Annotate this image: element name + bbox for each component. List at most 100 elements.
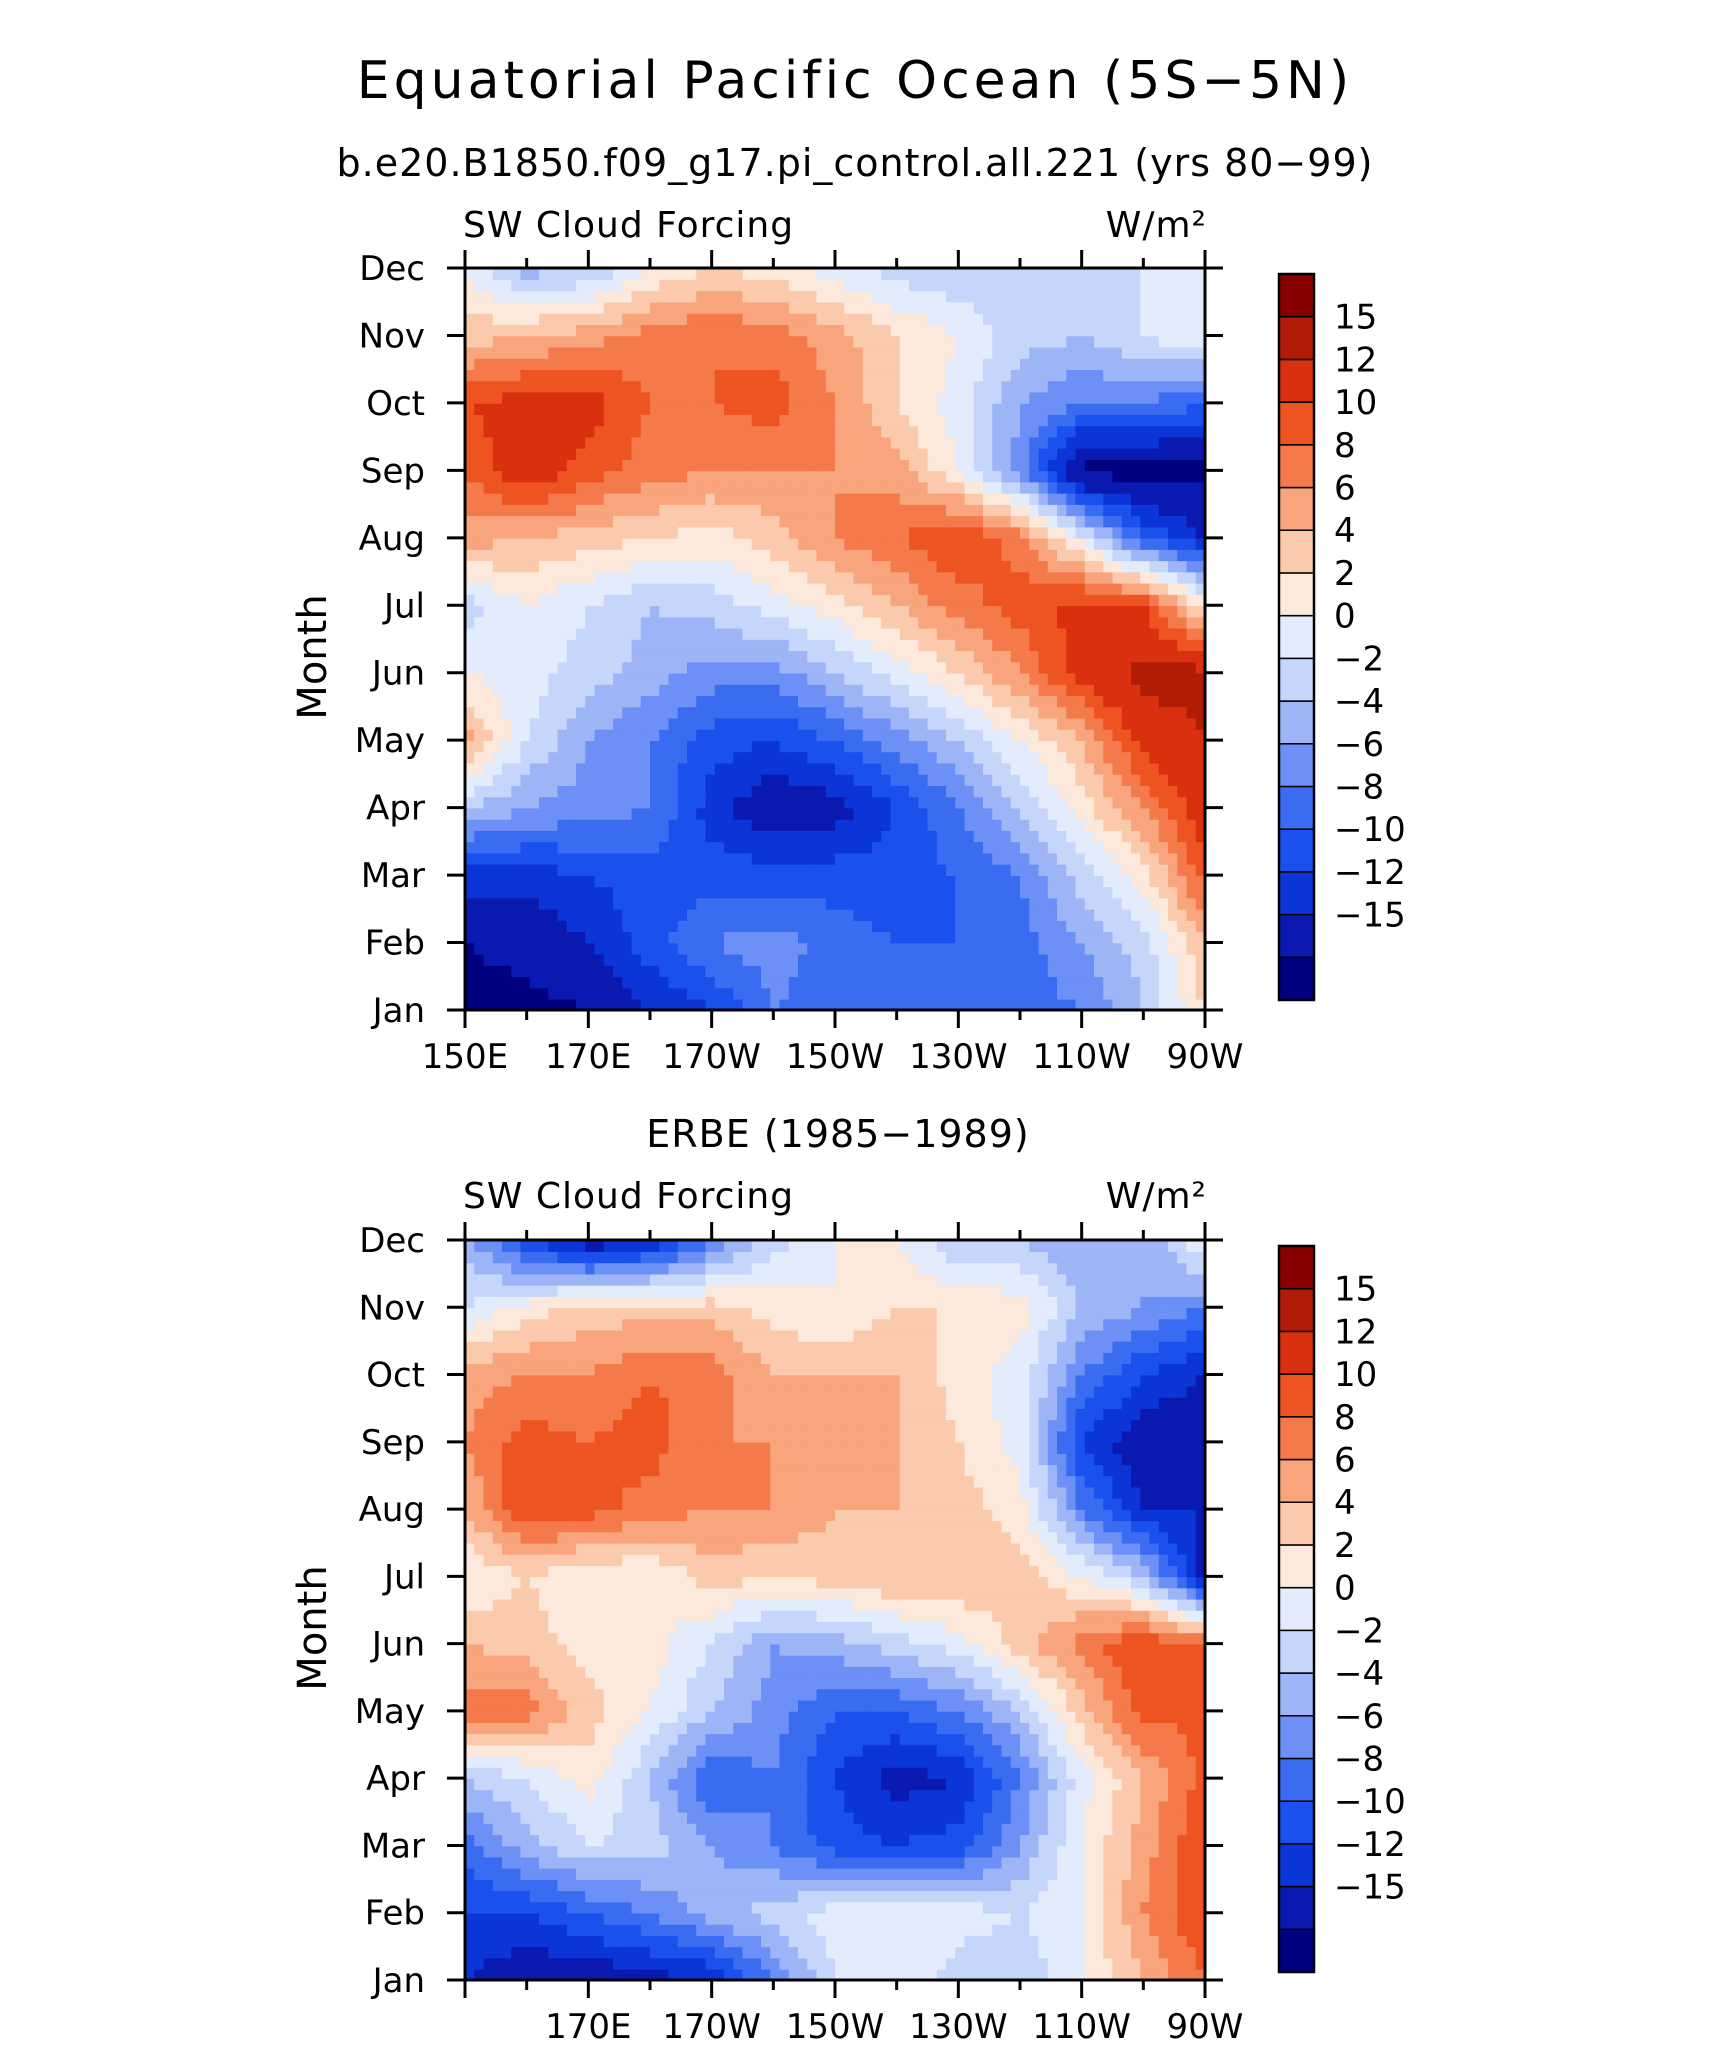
heatmap-cell <box>539 830 550 843</box>
heatmap-cell <box>576 380 587 393</box>
heatmap-cell <box>548 436 559 449</box>
heatmap-cell <box>853 402 864 415</box>
heatmap-cell <box>761 807 772 820</box>
heatmap-cell <box>1084 639 1095 652</box>
heatmap-cell <box>659 953 670 966</box>
heatmap-cell <box>492 414 503 427</box>
heatmap-cell <box>1168 818 1179 831</box>
heatmap-cell <box>585 796 596 809</box>
heatmap-cell <box>483 380 494 393</box>
heatmap-cell <box>1149 920 1160 933</box>
heatmap-cell <box>557 639 568 652</box>
heatmap-cell <box>1195 537 1205 550</box>
heatmap-cell <box>529 526 540 539</box>
heatmap-cell <box>881 436 892 449</box>
heatmap-cell <box>613 863 624 876</box>
heatmap-cell <box>1158 571 1169 584</box>
heatmap-cell <box>918 571 929 584</box>
heatmap-cell <box>779 492 790 505</box>
heatmap-cell <box>770 706 781 719</box>
heatmap-cell <box>788 335 799 348</box>
heatmap-cell <box>677 324 688 337</box>
heatmap-cell <box>659 312 670 326</box>
heatmap-cell <box>779 841 790 854</box>
heatmap-cell <box>1177 549 1188 562</box>
heatmap-cell <box>918 863 929 876</box>
heatmap-cell <box>1084 504 1095 517</box>
heatmap-cell <box>1038 762 1049 775</box>
heatmap-cell <box>622 357 633 370</box>
heatmap-cell <box>742 931 753 944</box>
heatmap-cell <box>566 391 577 404</box>
heatmap-cell <box>603 470 614 483</box>
heatmap-cell <box>1112 526 1123 539</box>
heatmap-cell <box>696 402 707 415</box>
heatmap-cell <box>844 683 855 697</box>
heatmap-cell <box>872 402 883 415</box>
heatmap-cell <box>779 481 790 494</box>
heatmap-cell <box>862 571 873 584</box>
heatmap-cell <box>502 312 513 326</box>
heatmap-cell <box>483 402 494 415</box>
heatmap-cell <box>677 942 688 955</box>
heatmap-cell <box>761 998 772 1010</box>
heatmap-cell <box>955 762 966 775</box>
heatmap-cell <box>955 324 966 337</box>
heatmap-cell <box>872 920 883 933</box>
heatmap-cell <box>539 346 550 359</box>
heatmap-cell <box>566 773 577 786</box>
heatmap-cell <box>705 965 716 978</box>
heatmap-cell <box>594 391 605 404</box>
heatmap-cell <box>548 402 559 415</box>
heatmap-cell <box>798 762 809 775</box>
heatmap-cell <box>872 942 883 955</box>
heatmap-cell <box>1149 526 1160 539</box>
heatmap-cell <box>1140 504 1151 517</box>
heatmap-cell <box>714 560 725 573</box>
heatmap-cell <box>825 728 836 741</box>
heatmap-cell <box>1029 571 1040 584</box>
heatmap-cell <box>1103 492 1114 505</box>
heatmap-cell <box>955 695 966 708</box>
heatmap-cell <box>862 987 873 1000</box>
heatmap-cell <box>890 335 901 348</box>
heatmap-cell <box>502 661 513 674</box>
heatmap-cell <box>492 324 503 337</box>
heatmap-cell <box>696 773 707 786</box>
heatmap-cell <box>1149 582 1160 595</box>
heatmap-cell <box>539 717 550 730</box>
heatmap-cell <box>779 728 790 741</box>
heatmap-cell <box>650 380 661 393</box>
heatmap-cell <box>983 504 994 517</box>
heatmap-cell <box>483 335 494 348</box>
heatmap-cell <box>798 818 809 831</box>
heatmap-cell <box>964 908 975 921</box>
heatmap-cell <box>557 661 568 674</box>
heatmap-cell <box>613 695 624 708</box>
heatmap-cell <box>1020 605 1031 618</box>
heatmap-cell <box>844 414 855 427</box>
heatmap-cell <box>1084 897 1095 910</box>
heatmap-cell <box>1186 773 1197 786</box>
heatmap-cell <box>1112 324 1123 337</box>
heatmap-cell <box>835 459 846 472</box>
heatmap-cell <box>724 515 735 528</box>
heatmap-cell <box>594 695 605 708</box>
heatmap-cell <box>1047 830 1058 843</box>
heatmap-cell <box>770 908 781 921</box>
heatmap-cell <box>1112 818 1123 831</box>
heatmap-cell <box>705 706 716 719</box>
heatmap-cell <box>1010 650 1021 663</box>
heatmap-cell <box>909 683 920 697</box>
heatmap-cell <box>483 886 494 899</box>
heatmap-cell <box>474 875 485 888</box>
heatmap-cell <box>613 571 624 584</box>
heatmap-cell <box>1066 436 1077 449</box>
heatmap-cell <box>733 807 744 820</box>
heatmap-cell <box>1186 807 1197 820</box>
heatmap-cell <box>483 481 494 494</box>
heatmap-cell <box>724 369 735 382</box>
heatmap-cell <box>502 841 513 854</box>
heatmap-cell <box>779 650 790 663</box>
heatmap-cell <box>465 875 476 888</box>
